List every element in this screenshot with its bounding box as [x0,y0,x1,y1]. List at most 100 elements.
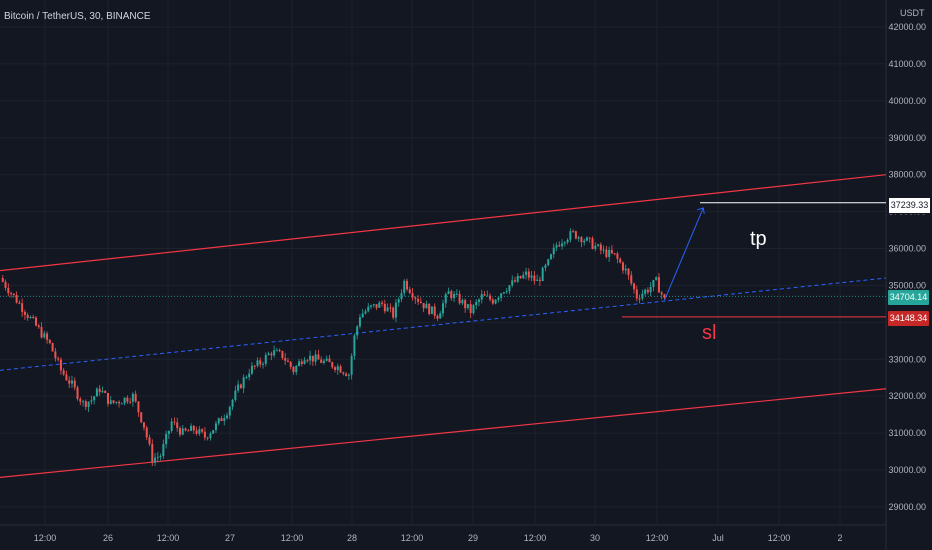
candle-body [433,306,436,316]
price-axis-label: 32000.00 [888,391,926,401]
candle-body [134,393,137,402]
candle-body [76,387,79,399]
candle-body [231,399,234,407]
candle-body [275,350,278,352]
candle-body [1,278,4,282]
candle-body [585,237,588,241]
price-axis-label: 36000.00 [888,244,926,254]
candle-body [483,294,486,296]
price-axis-label: 30000.00 [888,465,926,475]
candle-body [256,360,259,366]
candle-body [59,359,62,371]
candle-body [242,377,245,389]
candle-body [253,365,256,367]
candle-body [40,327,43,338]
price-axis-label: 35000.00 [888,280,926,290]
candle-body [347,374,350,376]
time-axis-label: 12:00 [524,533,547,543]
channel-upper-line [0,174,887,272]
candle-body [525,271,528,275]
candle-body [201,429,204,432]
candle-body [46,333,49,340]
candle-body [519,275,522,279]
candle-body [106,392,109,404]
candle-body [165,433,168,445]
candle-body [328,358,331,363]
candle-body [358,317,361,327]
candle-body [317,354,320,360]
candle-body [356,326,359,336]
candle-body [226,415,229,419]
candle-body [502,292,505,294]
candle-body [364,311,367,314]
current-price-badge-bg [888,290,929,305]
candle-body [29,316,32,318]
candle-body [79,398,82,402]
candle-body [284,358,287,361]
candle-body [95,388,98,397]
price-axis-label: 39000.00 [888,133,926,143]
candle-body [223,418,226,421]
candle-body [646,289,649,293]
candle-body [98,388,101,393]
candle-body [334,367,337,370]
candle-body [392,307,395,318]
candle-body [544,265,547,268]
candle-body [273,350,276,356]
candle-body [505,291,508,293]
candle-body [458,293,461,304]
candle-body [630,275,633,284]
candle-body [214,423,217,431]
candle-body [37,325,40,328]
candle-body [195,430,198,434]
candle-body [378,302,381,308]
candle-body [181,428,184,435]
candle-body [516,275,519,282]
candle-body [7,287,10,294]
candle-body [660,292,663,295]
candle-body [23,311,26,315]
candle-body [322,360,325,363]
candle-body [65,374,68,381]
price-axis-label: 41000.00 [888,59,926,69]
candle-body [140,412,143,423]
time-axis-label: 12:00 [646,533,669,543]
candle-body [394,302,397,318]
candle-body [82,401,85,403]
candle-body [173,421,176,423]
projection-arrow-head [697,207,705,214]
candle-body [4,281,7,288]
candle-body [370,305,373,307]
candle-body [450,291,453,299]
candle-body [148,437,151,444]
price-axis-label: 42000.00 [888,22,926,32]
channel-lower-line [0,388,887,478]
candle-body [145,427,148,438]
candle-body [303,360,306,365]
candle-body [131,393,134,402]
candle-body [353,335,356,356]
candle-body [602,249,605,251]
candle-body [361,313,364,318]
candle-body [21,303,24,312]
candle-body [220,418,223,421]
candle-body [101,390,104,393]
candle-body [198,429,201,434]
candle-body [18,302,21,304]
candle-body [555,245,558,248]
candle-body [336,366,339,370]
candle-body [311,355,314,362]
candle-body [120,403,123,405]
candle-body [447,291,450,295]
candle-body [422,303,425,309]
candle-body [455,293,458,295]
candle-body [608,249,611,257]
time-axis-label: 30 [590,533,600,543]
candle-body [583,240,586,243]
time-axis-label: 12:00 [401,533,424,543]
candle-body [234,390,237,400]
candle-body [292,366,295,373]
current-price-badge: 34704.14 [889,292,928,302]
candle-body [93,396,96,401]
